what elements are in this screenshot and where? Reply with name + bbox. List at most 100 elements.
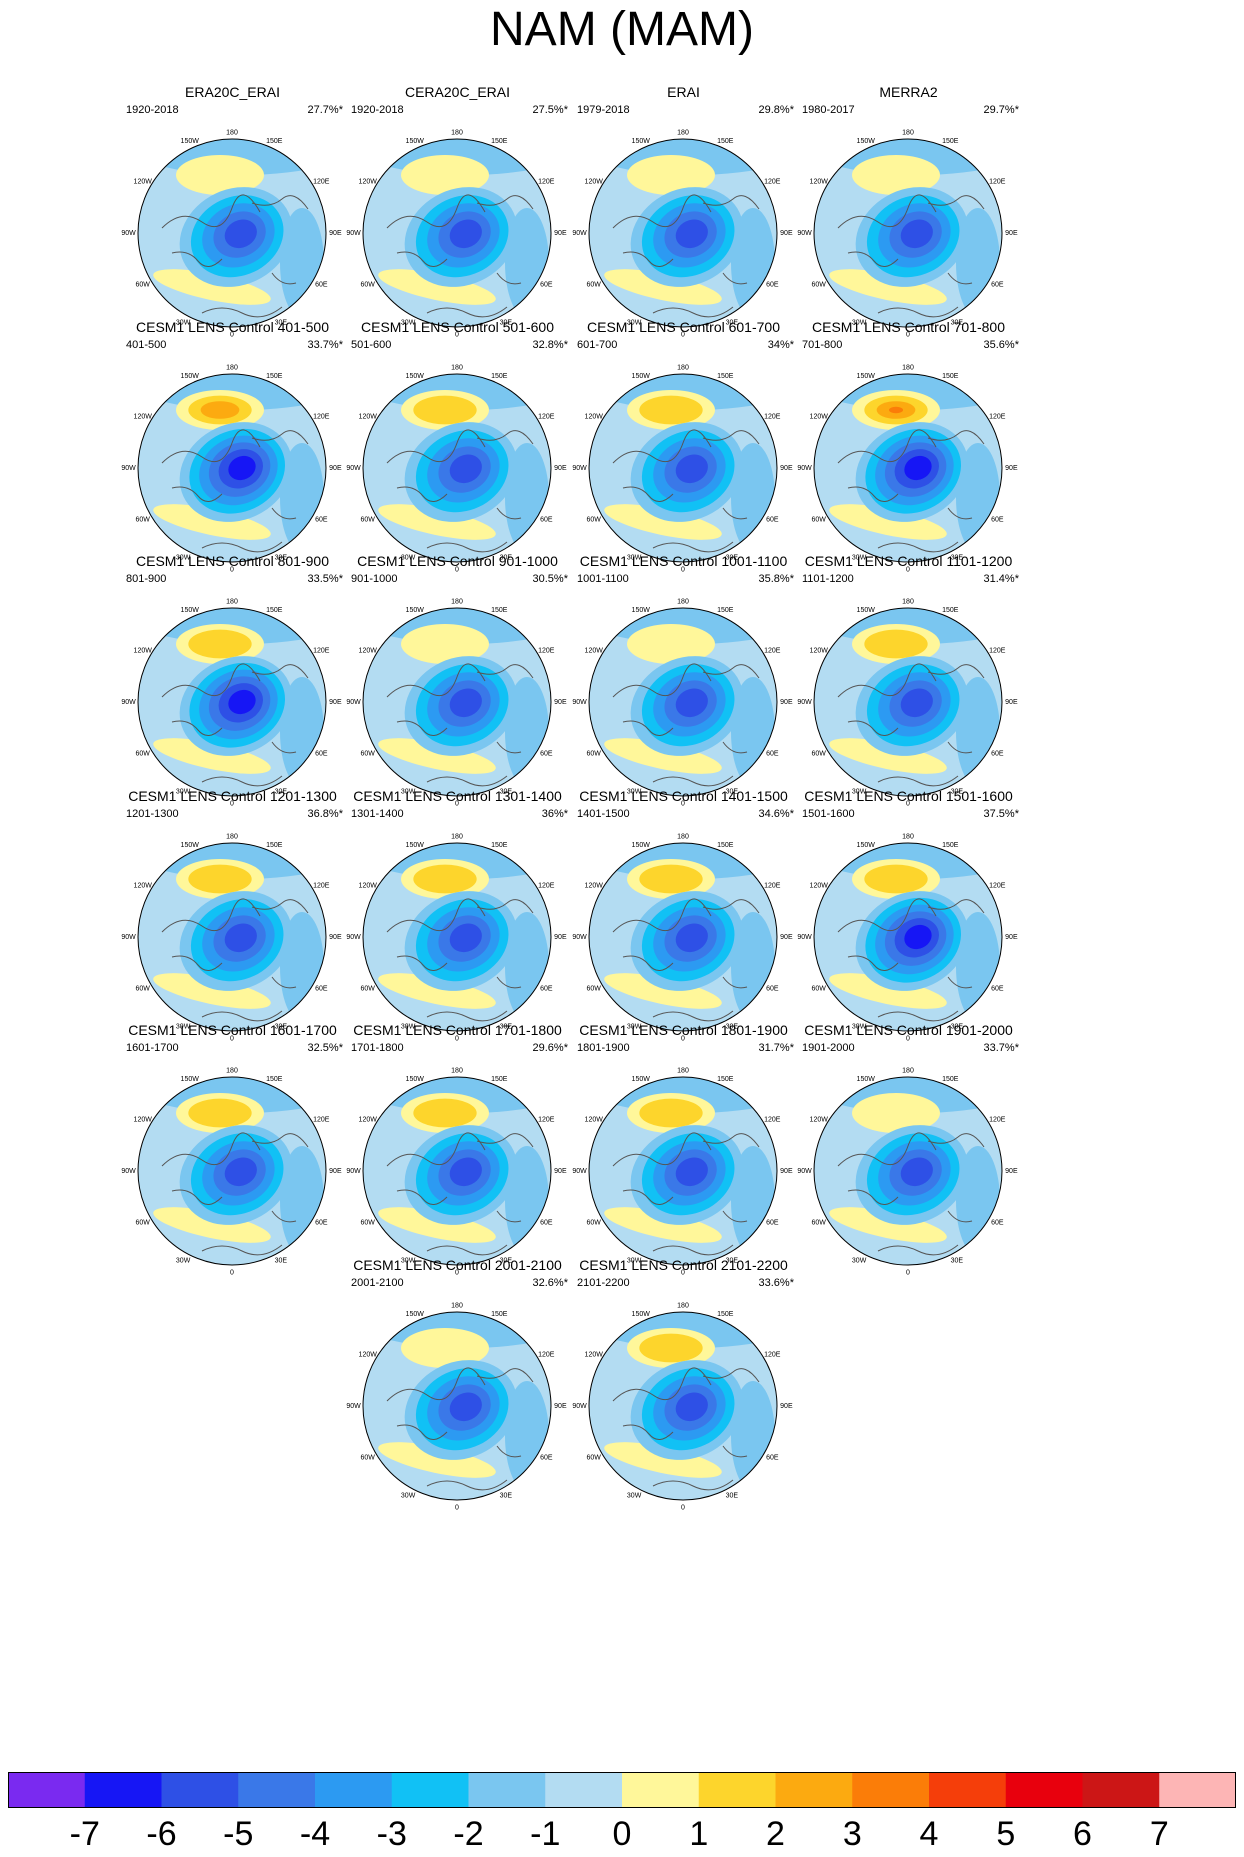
colorbar-tick-label: 0 <box>612 1815 632 1853</box>
longitude-label: 60E <box>540 517 553 524</box>
longitude-label: 120E <box>313 1116 330 1123</box>
polar-map: 180 150W 150E 120W 120E 90W 90E 60W 60E 30W 30E 0 <box>572 364 793 573</box>
longitude-label: 60E <box>540 1455 553 1462</box>
coastline <box>612 663 712 698</box>
positive-lobe-pacific <box>852 1093 940 1133</box>
longitude-label: 60E <box>766 1455 779 1462</box>
longitude-label: 90W <box>572 465 587 472</box>
longitude-label: 90W <box>346 465 361 472</box>
colorbar-tick-label: 3 <box>842 1815 862 1853</box>
positive-lobe-atlantic <box>153 973 271 1009</box>
longitude-label: 0 <box>230 1270 234 1277</box>
panel-variance-percent: 31.4%* <box>983 573 1019 585</box>
positive-lobe-pacific <box>188 629 252 659</box>
colorbar-swatch <box>8 1772 86 1808</box>
map-panel: CESM1 LENS Control 1601-1700 1601-1700 32.… <box>100 1021 365 1291</box>
panel-title: CESM1 LENS Control 1401-1500 <box>579 788 788 804</box>
polar-vortex-contour <box>675 923 708 953</box>
coastline <box>496 1445 522 1458</box>
panel-title: CESM1 LENS Control 1101-1200 <box>804 553 1013 569</box>
coastline <box>476 195 534 210</box>
positive-lobe-atlantic <box>378 1442 496 1478</box>
map-panel: CESM1 LENS Control 1201-1300 1201-1300 36.… <box>100 787 365 1057</box>
longitude-label: 30W <box>852 554 867 561</box>
longitude-label: 60E <box>766 986 779 993</box>
positive-lobe-pacific <box>639 1333 703 1363</box>
coastline <box>622 720 674 736</box>
longitude-label: 60E <box>991 282 1004 289</box>
panel-title: CESM1 LENS Control 1301-1400 <box>353 788 562 804</box>
positive-lobe-pacific <box>627 155 715 195</box>
map-boundary <box>588 138 778 328</box>
longitude-label: 60E <box>540 1220 553 1227</box>
longitude-label: 0 <box>230 801 234 808</box>
polar-map: 180 150W 150E 120W 120E 90W 90E 60W 60E 30W 30E 0 <box>572 833 793 1042</box>
longitude-label: 150W <box>857 1076 876 1083</box>
polar-map: 180 150W 150E 120W 120E 90W 90E 60W 60E 30W 30E 0 <box>572 1067 793 1277</box>
longitude-label: 90W <box>797 1168 812 1175</box>
longitude-label: 90W <box>121 934 136 941</box>
panel-period: 1979-2018 <box>577 104 630 116</box>
coastline <box>476 1368 534 1383</box>
longitude-label: 180 <box>902 833 914 840</box>
panel-variance-percent: 29.7%* <box>983 104 1019 116</box>
coastline <box>496 976 522 989</box>
longitude-label: 120E <box>313 178 330 185</box>
longitude-label: 90E <box>329 230 342 237</box>
panel-period: 1401-1500 <box>577 808 630 820</box>
longitude-label: 0 <box>681 1505 685 1512</box>
positive-lobe-atlantic <box>378 1207 496 1243</box>
map-panel: CESM1 LENS Control 2001-2100 2001-2100 32.… <box>325 1256 590 1526</box>
longitude-label: 30W <box>401 319 416 326</box>
map-panel: CESM1 LENS Control 1001-1100 1001-1100 35.… <box>551 552 816 822</box>
longitude-label: 180 <box>677 833 689 840</box>
coastline <box>612 429 712 464</box>
positive-lobe-pacific <box>413 864 477 894</box>
colorbar-swatch <box>698 1772 776 1808</box>
map-panel: CESM1 LENS Control 1701-1800 1701-1800 29.… <box>325 1021 590 1291</box>
longitude-label: 30E <box>951 319 964 326</box>
longitude-label: 180 <box>451 129 463 136</box>
positive-lobe-atlantic <box>829 504 947 540</box>
longitude-label: 30W <box>401 554 416 561</box>
longitude-label: 150E <box>491 842 508 849</box>
coastline <box>271 507 297 520</box>
coastline <box>396 486 448 502</box>
longitude-label: 30W <box>852 319 867 326</box>
positive-lobe-pacific <box>200 401 240 419</box>
coastline <box>386 429 486 464</box>
longitude-label: 150E <box>266 842 283 849</box>
polar-vortex-contour <box>675 454 708 484</box>
panel-title: CESM1 LENS Control 2101-2200 <box>579 1257 788 1273</box>
longitude-label: 30E <box>500 1023 513 1030</box>
longitude-label: 90W <box>346 230 361 237</box>
coastline <box>722 1445 748 1458</box>
panel-period: 1801-1900 <box>577 1042 630 1054</box>
panel-title: CESM1 LENS Control 1901-2000 <box>804 1022 1013 1038</box>
longitude-label: 120W <box>585 1116 604 1123</box>
longitude-label: 120E <box>989 413 1006 420</box>
longitude-label: 30E <box>951 1257 964 1264</box>
coastline <box>702 664 760 679</box>
longitude-label: 0 <box>681 1270 685 1277</box>
map-panel: CESM1 LENS Control 1901-2000 1901-2000 33.… <box>776 1021 1041 1291</box>
longitude-label: 150E <box>717 373 734 380</box>
longitude-label: 150W <box>181 138 200 145</box>
polar-vortex-contour <box>675 1392 708 1422</box>
colorbar-swatch <box>1082 1772 1160 1808</box>
map-panel: CESM1 LENS Control 601-700 601-700 34%* 180… <box>551 318 816 588</box>
colorbar-swatch <box>545 1772 623 1808</box>
longitude-label: 150W <box>857 373 876 380</box>
panel-variance-percent: 33.6%* <box>758 1277 794 1289</box>
map-boundary <box>137 373 327 563</box>
map-boundary <box>588 373 778 563</box>
longitude-label: 120W <box>585 178 604 185</box>
coastline <box>622 486 674 502</box>
longitude-label: 150W <box>181 842 200 849</box>
colorbar-tick-label: 2 <box>766 1815 785 1853</box>
coastline <box>722 1210 748 1223</box>
panel-title: CESM1 LENS Control 601-700 <box>587 319 780 335</box>
polar-vortex-contour <box>449 688 482 718</box>
panel-title: CESM1 LENS Control 501-600 <box>361 319 554 335</box>
panel-title: ERA20C_ERAI <box>185 84 280 100</box>
